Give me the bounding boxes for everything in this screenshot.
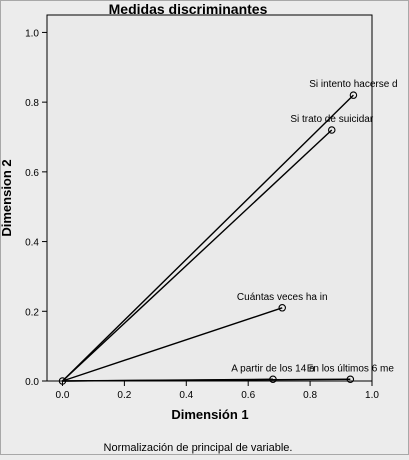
axes: 0.0 0.2 0.4 0.6 0.8 1.0 0.0 0.2 0.4 0.6 0.8 1.0 bbox=[25, 28, 379, 401]
point-label: Cuántas veces ha in bbox=[237, 292, 328, 303]
y-tick-label: 1.0 bbox=[25, 28, 39, 39]
x-tick-label: 0.4 bbox=[179, 390, 193, 401]
point-label: En los últimos 6 me bbox=[307, 363, 395, 374]
y-tick-label: 0.6 bbox=[25, 168, 39, 179]
vector-endpoint bbox=[278, 304, 286, 312]
origin-point bbox=[58, 377, 67, 385]
x-axis-label: Dimensión 1 bbox=[171, 407, 248, 422]
x-tick-label: 0.8 bbox=[303, 390, 317, 401]
chart-title: Medidas discriminantes bbox=[109, 1, 268, 17]
y-tick-label: 0.0 bbox=[25, 377, 39, 388]
vector-endpoint bbox=[349, 91, 358, 99]
vector-endpoint bbox=[346, 375, 355, 384]
y-tick-label: 0.4 bbox=[25, 238, 39, 249]
vectors: Si intento hacerse d Si trato de suicidar… bbox=[58, 79, 398, 385]
y-tick-label: 0.8 bbox=[25, 98, 39, 109]
vector-line bbox=[62, 307, 283, 382]
point-label: Si intento hacerse d bbox=[309, 79, 397, 90]
vector-line bbox=[62, 378, 351, 382]
x-tick-label: 1.0 bbox=[365, 390, 379, 401]
y-tick-label: 0.2 bbox=[25, 307, 39, 318]
footnote: Normalización de principal de variable. bbox=[104, 442, 293, 454]
point-label: Si trato de suicidar bbox=[290, 114, 373, 125]
plot-area bbox=[46, 14, 373, 382]
vector-line bbox=[61, 94, 354, 382]
vector-line bbox=[61, 129, 333, 382]
x-tick-label: 0.2 bbox=[117, 390, 131, 401]
x-tick-label: 0.6 bbox=[241, 390, 255, 401]
y-axis-label: Dimension 2 bbox=[0, 159, 14, 236]
vector-endpoint bbox=[328, 126, 336, 134]
x-tick-label: 0.0 bbox=[56, 390, 70, 401]
point-label: A partir de los 14 a bbox=[231, 363, 315, 374]
